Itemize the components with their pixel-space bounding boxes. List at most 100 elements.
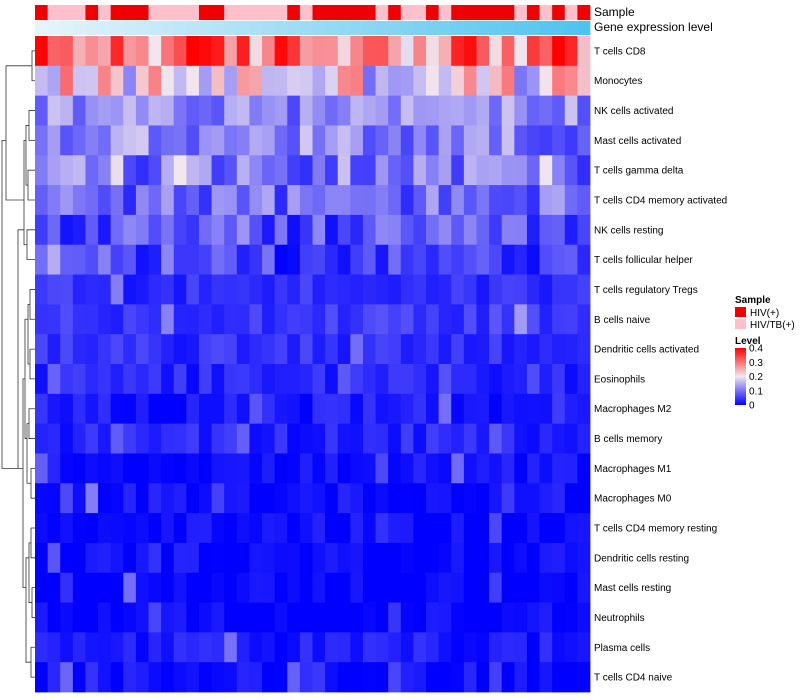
row-label: Macrophages M0	[594, 494, 672, 505]
expression-track-cell	[35, 21, 49, 35]
heatmap-cell	[539, 214, 553, 246]
heatmap-cell	[161, 632, 175, 663]
dendrogram-branch	[27, 303, 30, 365]
heatmap-cell	[35, 304, 49, 335]
row-label: B cells naive	[594, 315, 651, 326]
heatmap-cell	[463, 244, 477, 275]
heatmap-cell	[47, 125, 61, 156]
heatmap-cell	[72, 65, 86, 97]
heatmap-cell	[148, 36, 162, 67]
heatmap-cell	[72, 423, 86, 454]
heatmap-cell	[413, 393, 427, 425]
heatmap-cell	[312, 304, 326, 335]
heatmap-cell	[400, 155, 414, 186]
heatmap-cell	[173, 483, 187, 514]
heatmap-cell	[438, 334, 452, 365]
expression-track-label: Gene expression level	[594, 20, 713, 34]
heatmap-cell	[362, 364, 376, 395]
heatmap-cell	[249, 95, 263, 126]
expression-track-cell	[161, 21, 175, 35]
heatmap-cell	[186, 542, 200, 574]
heatmap-cell	[299, 453, 313, 484]
heatmap-cell	[224, 304, 238, 335]
heatmap-cell	[350, 662, 364, 693]
heatmap-cell	[85, 95, 99, 126]
heatmap-cell	[98, 513, 112, 544]
heatmap-cell	[262, 304, 276, 335]
heatmap-cell	[476, 602, 490, 633]
heatmap-cell	[362, 513, 376, 544]
heatmap-cell	[388, 36, 402, 67]
heatmap-cell	[413, 304, 427, 335]
heatmap-cell	[262, 453, 276, 484]
heatmap-cell	[35, 36, 49, 67]
heatmap-cell	[552, 632, 566, 663]
heatmap-cell	[98, 483, 112, 514]
heatmap-cell	[186, 572, 200, 603]
heatmap-cell	[350, 95, 364, 126]
row-label: T cells CD4 memory resting	[594, 524, 717, 535]
heatmap-cell	[362, 214, 376, 246]
heatmap-cell	[526, 274, 540, 305]
heatmap-cell	[123, 304, 137, 335]
heatmap-cell	[514, 244, 528, 275]
heatmap-cell	[501, 36, 515, 67]
heatmap-cell	[438, 304, 452, 335]
heatmap-cell	[577, 155, 591, 186]
heatmap-cell	[299, 214, 313, 246]
heatmap-cell	[274, 185, 288, 216]
heatmap-cell	[564, 483, 578, 514]
heatmap-cell	[60, 513, 74, 544]
heatmap-cell	[451, 155, 465, 186]
heatmap-cell	[501, 483, 515, 514]
heatmap-cell	[72, 304, 86, 335]
heatmap-cell	[552, 662, 566, 693]
heatmap-cell	[577, 423, 591, 454]
heatmap-cell	[400, 393, 414, 425]
heatmap-cell	[577, 244, 591, 275]
heatmap-cell	[262, 95, 276, 126]
heatmap-cell	[173, 155, 187, 186]
heatmap-cell	[476, 274, 490, 305]
heatmap-cell	[489, 513, 503, 544]
row-label: Plasma cells	[594, 643, 650, 654]
heatmap-cell	[47, 602, 61, 633]
heatmap-cell	[400, 602, 414, 633]
heatmap-cell	[539, 602, 553, 633]
heatmap-cell	[375, 632, 389, 663]
row-label: T cells follicular helper	[594, 255, 693, 266]
heatmap-cell	[173, 214, 187, 246]
heatmap-cell	[123, 125, 137, 156]
heatmap-cell	[287, 125, 301, 156]
heatmap-cell	[526, 364, 540, 395]
heatmap-cell	[161, 334, 175, 365]
heatmap-cell	[489, 36, 503, 67]
heatmap-cell	[47, 95, 61, 126]
heatmap-cell	[564, 662, 578, 693]
heatmap-cell	[123, 662, 137, 693]
heatmap-cell	[98, 453, 112, 484]
heatmap-cell	[463, 155, 477, 186]
heatmap-cell	[564, 185, 578, 216]
row-dendrogram	[1, 50, 35, 678]
heatmap-cell	[312, 36, 326, 67]
heatmap-cell	[413, 65, 427, 97]
heatmap-cell	[299, 155, 313, 186]
heatmap-cell	[236, 65, 250, 97]
heatmap-cell	[72, 483, 86, 514]
heatmap-cell	[262, 364, 276, 395]
heatmap-cell	[60, 125, 74, 156]
heatmap-cell	[375, 155, 389, 186]
heatmap-cell	[312, 155, 326, 186]
heatmap-cell	[98, 542, 112, 574]
dendrogram-branch	[31, 50, 35, 82]
heatmap-cell	[186, 274, 200, 305]
heatmap-cell	[249, 513, 263, 544]
heatmap-cell	[161, 364, 175, 395]
heatmap-cell	[173, 602, 187, 633]
heatmap-cell	[173, 304, 187, 335]
heatmap-cell	[552, 214, 566, 246]
heatmap-cell	[274, 36, 288, 67]
heatmap-cell	[526, 572, 540, 603]
heatmap-cell	[110, 125, 124, 156]
